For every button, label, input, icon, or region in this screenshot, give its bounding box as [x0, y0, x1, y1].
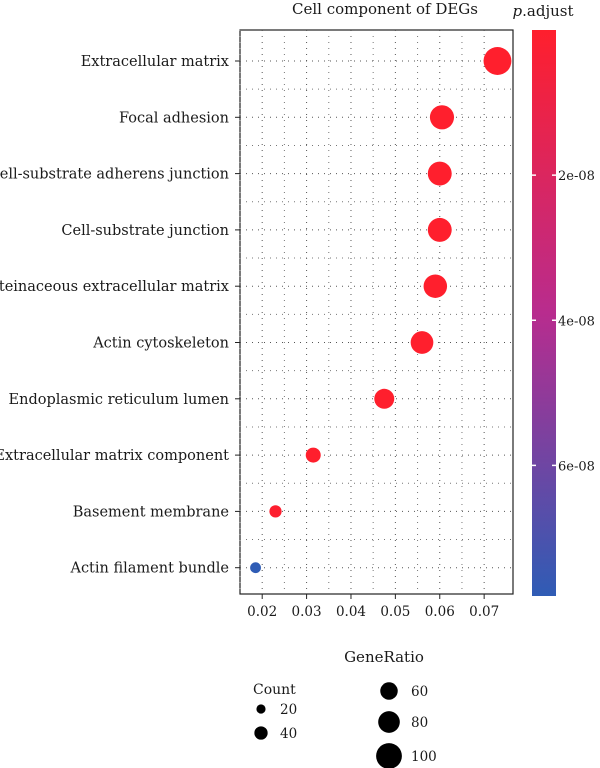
colorbar-title: p.adjust	[513, 2, 574, 20]
colorbar-title-italic: p	[513, 2, 523, 20]
data-point	[374, 388, 395, 409]
y-tick-label: Extracellular matrix	[81, 54, 229, 70]
x-tick-label: 0.02	[247, 604, 277, 620]
size-legend-dot	[378, 711, 400, 733]
y-tick-label: Cell-substrate adherens junction	[0, 167, 229, 183]
data-points	[250, 47, 512, 574]
y-tick-label: Actin cytoskeleton	[92, 336, 229, 352]
data-point	[410, 331, 434, 354]
y-tick-label: Cell-substrate junction	[61, 223, 229, 239]
x-axis-title: GeneRatio	[344, 648, 424, 666]
data-point	[269, 505, 282, 518]
size-legend-dot	[254, 726, 268, 740]
plot-border	[239, 29, 514, 595]
size-legend-dot	[376, 743, 402, 768]
x-tick-label: 0.07	[469, 604, 499, 620]
y-axis-labels: Extracellular matrix Focal adhesion Cell-s…	[0, 54, 240, 577]
size-legend-label: 40	[280, 726, 297, 742]
y-tick-label: Actin filament bundle	[69, 561, 229, 577]
y-tick-label: Basement membrane	[73, 504, 229, 520]
data-point	[423, 274, 448, 298]
y-tick-label: Endoplasmic reticulum lumen	[9, 392, 229, 408]
data-point	[429, 105, 455, 130]
size-legend-dot	[380, 682, 398, 700]
data-point	[427, 161, 452, 186]
x-tick-label: 0.04	[336, 604, 366, 620]
colorbar-tick-label: 6e-08	[558, 459, 595, 474]
x-tick-label: 0.03	[292, 604, 322, 620]
colorbar-tick-label: 2e-08	[558, 169, 595, 184]
chart-title: Cell component of DEGs	[292, 0, 478, 18]
colorbar-tick-label: 4e-08	[558, 314, 595, 329]
color-legend: p.adjust 2e-08 4e-08 6e-08	[513, 2, 595, 596]
y-tick-label: Proteinaceous extracellular matrix	[0, 279, 229, 295]
size-legend-label: 80	[411, 715, 428, 731]
size-legend-label: 100	[411, 749, 437, 765]
data-point	[250, 562, 261, 574]
size-legend-title: Count	[253, 682, 296, 698]
colorbar-title-rest: .adjust	[522, 2, 573, 20]
size-legend: Count 20 40 60 80 100	[253, 682, 437, 768]
size-legend-dot	[256, 704, 266, 714]
size-legend-label: 20	[280, 702, 297, 718]
y-tick-label: Focal adhesion	[119, 110, 229, 126]
x-tick-label: 0.05	[380, 604, 410, 620]
data-point	[305, 447, 321, 463]
plot-panel	[239, 29, 514, 595]
x-tick-label: 0.06	[425, 604, 455, 620]
data-point	[427, 217, 452, 242]
x-axis: 0.02 0.03 0.04 0.05 0.06 0.07	[247, 594, 499, 620]
data-point	[483, 47, 512, 75]
size-legend-label: 60	[411, 684, 428, 700]
colorbar	[532, 30, 556, 596]
y-tick-label: Extracellular matrix component	[0, 448, 229, 464]
